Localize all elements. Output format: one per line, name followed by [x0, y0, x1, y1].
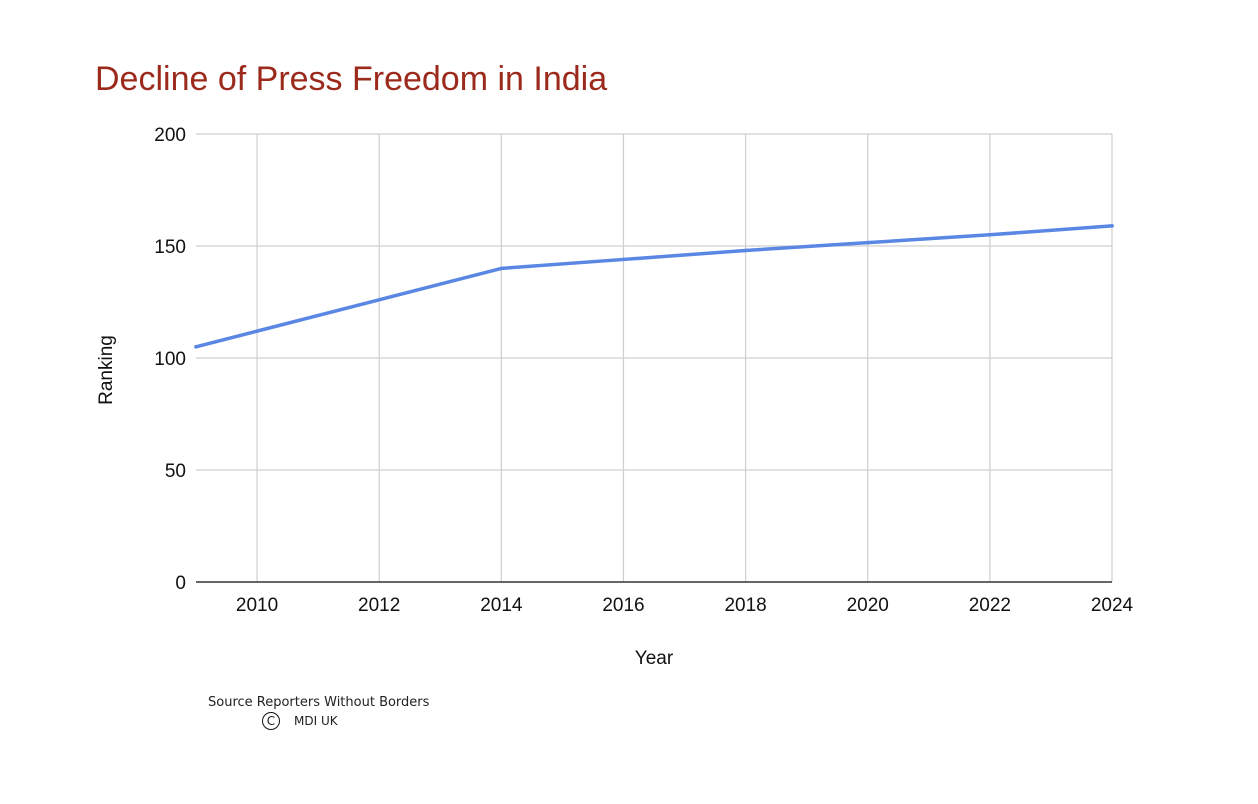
- y-tick-label: 0: [175, 573, 186, 594]
- data-point: [377, 297, 382, 302]
- x-tick-label: 2012: [358, 595, 400, 616]
- y-axis-label: Ranking: [96, 335, 117, 405]
- x-tick-label: 2018: [724, 595, 766, 616]
- data-point: [865, 240, 870, 245]
- grid-lines: [196, 133, 1113, 582]
- y-tick-label: 50: [165, 461, 186, 482]
- x-tick-label: 2024: [1091, 595, 1134, 616]
- copyright-owner: MDI UK: [294, 714, 338, 728]
- x-tick-label: 2010: [236, 595, 278, 616]
- y-tick-label: 150: [154, 237, 186, 258]
- x-tick-label: 2022: [969, 595, 1011, 616]
- source-note: Source Reporters Without Borders: [208, 695, 430, 710]
- data-point: [255, 329, 259, 333]
- chart-title: Decline of Press Freedom in India: [95, 60, 608, 98]
- series-layer: [194, 224, 1114, 349]
- x-tick-label: 2016: [602, 595, 644, 616]
- x-tick-label: 2020: [847, 595, 889, 616]
- data-point: [1110, 224, 1114, 228]
- copyright-icon: C: [262, 712, 280, 730]
- data-point: [743, 248, 748, 253]
- y-tick-label: 100: [154, 349, 186, 370]
- y-tick-label: 200: [154, 125, 186, 146]
- series-line: [194, 224, 1114, 349]
- data-point: [499, 266, 504, 271]
- copyright-line: C MDI UK: [262, 712, 338, 730]
- data-point: [194, 345, 198, 349]
- data-point: [988, 233, 992, 237]
- line-chart: 0 50 100 150 200 2010 2012 2014 2016 2018 2020 2022…: [96, 125, 1134, 669]
- data-point: [621, 257, 626, 262]
- x-tick-label: 2014: [480, 595, 523, 616]
- x-axis-label: Year: [635, 648, 674, 669]
- tick-labels: 0 50 100 150 200 2010 2012 2014 2016 2018 2020 2022…: [154, 125, 1133, 616]
